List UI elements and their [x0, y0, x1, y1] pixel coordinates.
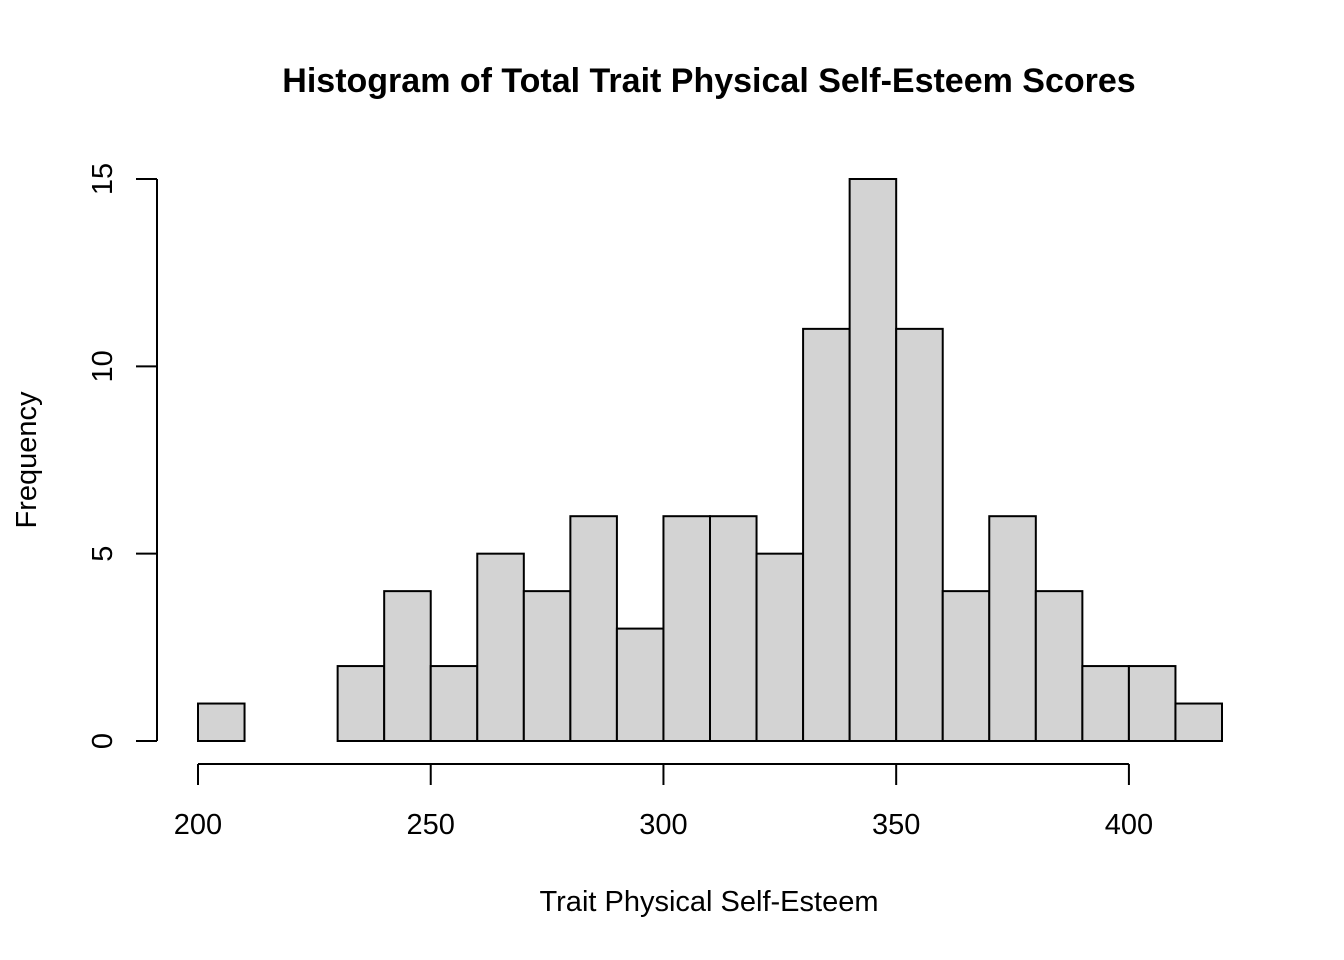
y-tick-label: 15 [87, 163, 119, 195]
histogram-bar [988, 515, 1037, 743]
y-tick-label: 5 [87, 546, 119, 562]
histogram-bar [197, 702, 246, 742]
histogram-bar [662, 515, 711, 743]
y-axis: 0 5 10 15 [87, 163, 158, 749]
y-axis-label: Frequency [11, 391, 43, 529]
histogram-bar [709, 515, 758, 743]
histogram-bar [1127, 665, 1177, 742]
histogram-bar [615, 627, 665, 742]
y-tick-label: 10 [87, 350, 119, 382]
histogram-bar [476, 552, 525, 743]
histogram-bar [336, 665, 386, 742]
histogram-bar [1081, 665, 1130, 742]
histogram-bar [1174, 702, 1224, 742]
histogram-bar [429, 665, 479, 742]
chart-title: Histogram of Total Trait Physical Self-E… [282, 62, 1135, 100]
x-tick-label: 300 [639, 809, 687, 841]
x-axis-label: Trait Physical Self-Esteem [540, 886, 879, 918]
x-tick-label: 250 [407, 809, 455, 841]
x-axis: 200 250 300 350 400 [174, 763, 1153, 841]
histogram-bar [522, 590, 572, 743]
histogram-bar [1034, 590, 1084, 743]
x-tick-label: 200 [174, 809, 222, 841]
histogram-bar [569, 515, 618, 743]
y-tick-label: 0 [87, 733, 119, 749]
histogram-bar [848, 178, 898, 742]
x-tick-label: 350 [872, 809, 920, 841]
histogram-bar [941, 590, 991, 743]
histogram-bar [802, 327, 851, 742]
x-tick-label: 400 [1105, 809, 1153, 841]
bars-group [197, 178, 1224, 743]
histogram-bar [755, 552, 805, 743]
histogram-bar [895, 327, 944, 742]
histogram-bar [383, 590, 432, 743]
